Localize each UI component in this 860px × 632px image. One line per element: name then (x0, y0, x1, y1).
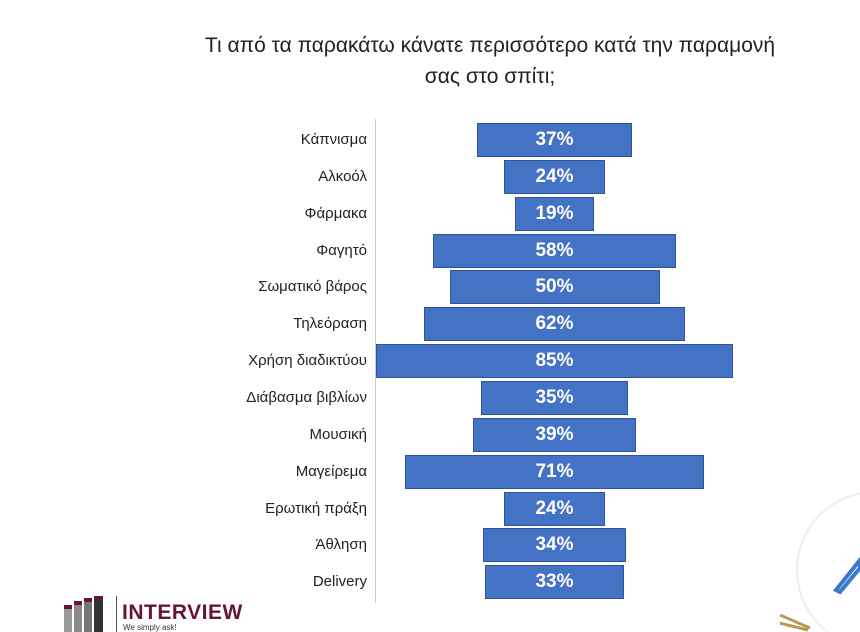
bar: 58% (432, 233, 677, 268)
logo-divider (116, 596, 117, 632)
bar: 62% (424, 307, 685, 342)
interview-logo-icon (64, 596, 103, 632)
bar: 39% (472, 417, 637, 452)
bar-value-label: 37% (535, 129, 574, 150)
bar-value-label: 62% (535, 313, 574, 335)
category-label: Φαγητό (316, 241, 367, 259)
bar: 24% (504, 159, 605, 194)
bar: 34% (483, 528, 626, 563)
chart-title-line-1: Τι από τα παρακάτω κάνατε περισσότερο κα… (204, 34, 776, 57)
category-label: Μουσική (309, 425, 367, 443)
category-label: Άθληση (315, 536, 367, 554)
bar-value-label: 58% (535, 239, 574, 261)
pencil-icon (780, 492, 860, 632)
bar-value-label: 39% (535, 423, 574, 445)
logo-tagline: We simply ask! (123, 623, 177, 632)
category-label: Σωματικό βάρος (258, 278, 367, 296)
category-label: Delivery (312, 573, 367, 591)
category-label: Κάπνισμα (300, 131, 367, 148)
bar: 71% (405, 454, 704, 489)
category-label: Διάβασμα βιβλίων (246, 388, 367, 406)
category-label: Τηλεόραση (293, 315, 367, 333)
bar-value-label: 33% (535, 571, 574, 593)
category-axis-line (375, 119, 376, 603)
chart-title-line-2: σας στο σπίτι; (424, 65, 556, 88)
bar-value-label: 24% (535, 497, 574, 519)
bar-value-label: 19% (535, 202, 574, 224)
bar-value-label: 71% (535, 460, 574, 482)
bar: 19% (514, 196, 595, 231)
chart-title: Τι από τα παρακάτω κάνατε περισσότερο κα… (130, 30, 850, 92)
category-label: Ερωτική πράξη (265, 499, 367, 517)
category-label: Χρήση διαδικτύου (248, 352, 367, 370)
bar: 35% (481, 380, 628, 415)
bar-value-label: 50% (535, 276, 574, 298)
bar: 50% (449, 270, 660, 305)
logo-name: INTERVIEW (122, 601, 243, 624)
category-label: Φάρμακα (304, 204, 367, 222)
bar-value-label: 34% (535, 534, 574, 556)
bar: 24% (504, 491, 605, 526)
bar-value-label: 35% (535, 386, 574, 408)
category-label: Μαγείρεμα (295, 462, 367, 480)
bar: 85% (376, 344, 733, 379)
category-label: Αλκοόλ (318, 167, 367, 185)
bar-value-label: 24% (535, 165, 574, 187)
bar: 33% (485, 565, 624, 600)
bar-value-label: 85% (535, 350, 574, 372)
bar: 37% (476, 123, 633, 157)
